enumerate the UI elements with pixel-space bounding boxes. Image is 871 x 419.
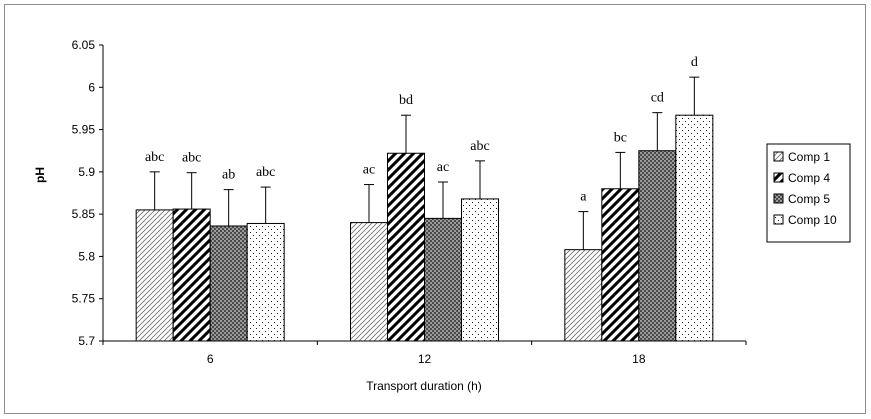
y-tick-label: 6 — [88, 80, 95, 94]
bar — [564, 249, 603, 342]
significance-label: bc — [614, 130, 627, 145]
significance-label: a — [580, 190, 587, 205]
bar — [246, 222, 285, 342]
legend-label: Comp 4 — [788, 171, 830, 185]
x-tick-label: 6 — [207, 352, 214, 366]
legend-swatch — [773, 193, 784, 204]
significance-label: ac — [363, 163, 375, 178]
legend-label: Comp 10 — [788, 213, 837, 227]
bar — [424, 217, 462, 342]
bar — [461, 198, 499, 342]
bar — [172, 208, 211, 342]
x-axis-title: Transport duration (h) — [366, 379, 482, 393]
y-tick-label: 5.9 — [78, 165, 95, 179]
chart-frame — [4, 4, 866, 414]
significance-label: ac — [437, 160, 449, 175]
legend-swatch — [773, 151, 784, 162]
y-tick-label: 5.85 — [72, 207, 96, 221]
bar — [135, 209, 174, 342]
significance-label: ab — [222, 168, 235, 183]
y-tick-label: 5.95 — [72, 123, 96, 137]
legend-swatch — [773, 214, 784, 225]
y-tick-label: 5.8 — [78, 249, 95, 263]
legend-label: Comp 1 — [788, 150, 830, 164]
legend: Comp 1 Comp 4 Comp 5 Comp 10 — [766, 143, 851, 243]
bar — [638, 150, 677, 342]
x-tick-label: 18 — [632, 352, 646, 366]
bar — [601, 188, 640, 342]
bar — [209, 225, 248, 342]
legend-label: Comp 5 — [788, 192, 830, 206]
bar — [387, 152, 425, 342]
bar — [675, 114, 714, 342]
significance-label: cd — [651, 91, 664, 106]
x-tick-label: 12 — [418, 352, 432, 366]
significance-label: d — [691, 55, 698, 70]
significance-label: abc — [256, 165, 275, 180]
y-tick-label: 5.7 — [78, 334, 95, 348]
significance-label: bd — [399, 93, 413, 108]
significance-label: abc — [145, 150, 164, 165]
significance-label: abc — [470, 139, 489, 154]
y-axis-title: pH — [33, 167, 47, 183]
y-tick-label: 5.75 — [72, 292, 96, 306]
y-tick-label: 6.05 — [72, 38, 96, 52]
bar — [350, 222, 388, 342]
significance-label: abc — [182, 151, 201, 166]
legend-swatch — [773, 172, 784, 183]
